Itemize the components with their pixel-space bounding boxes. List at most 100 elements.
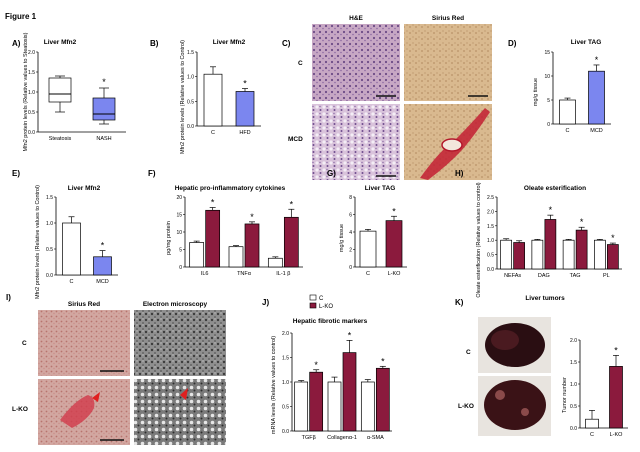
panel-j-y-tick-label: 0.5: [282, 405, 289, 411]
tumor-nodule: [495, 390, 505, 400]
panel-k-row1: C: [466, 349, 471, 356]
panel-b-y-tick-label: 1.5: [187, 50, 194, 56]
electron-microscopy-lko-micrograph: [134, 379, 226, 445]
panel-f-significance-star: *: [211, 198, 215, 208]
panel-k: K) Liver tumors C L-KO Tumor number 0.00…: [455, 295, 628, 438]
panel-k-bar: [585, 418, 599, 429]
panel-g-y-tick-label: 2: [349, 248, 352, 254]
panel-f-x-tick-label: TNFα: [237, 271, 252, 277]
panel-j-bar: [327, 381, 342, 432]
liver-control-lobe: [491, 330, 519, 350]
panel-j-letter: J): [262, 298, 269, 307]
panel-g-y-tick-label: 6: [349, 213, 352, 219]
panel-k-x-tick-label: C: [590, 432, 594, 438]
panel-d-x-tick-label: C: [566, 128, 570, 134]
panel-c-col2: Sirius Red: [432, 15, 464, 22]
liver-lko-photo: [484, 380, 546, 430]
legend-label-c: C: [319, 296, 324, 302]
panel-h-y-tick-label: 1.0: [487, 238, 494, 244]
panel-f-bar: [267, 257, 283, 268]
panel-j-y-tick-label: 0.0: [282, 429, 289, 435]
panel-j-ylabel: mRNA levels (Relative values to control): [271, 336, 277, 434]
panel-d-x-tick-label: MCD: [590, 128, 603, 134]
panel-h-ylabel: Oleate esterification (Relative values t…: [476, 182, 482, 297]
panel-g-x-tick-label: L-KO: [388, 271, 402, 277]
panel-a-x-tick-label: Steatosis: [49, 136, 72, 142]
panel-j-x-tick-label: Collagenα-1: [327, 435, 357, 441]
panel-h-y-tick-label: 2.5: [487, 195, 494, 201]
panel-k-significance-star: *: [614, 345, 618, 355]
panel-a-y-tick-label: 2.0: [28, 50, 35, 56]
panel-i-letter: I): [6, 293, 11, 302]
panel-h-bar: [544, 219, 557, 270]
panel-h: H) Oleate esterification Oleate esterifi…: [455, 169, 622, 298]
legend-label-lko: L-KO: [319, 304, 333, 310]
sirius-red-control-micrograph: [38, 310, 130, 376]
panel-c: C) H&E Sirius Red C MCD: [282, 15, 492, 180]
panel-a-title: Liver Mfn2: [44, 39, 77, 46]
panel-h-bar: [531, 239, 544, 270]
panel-f-chart: 0 5 10 15 20 IL6 TNFα IL-1 β * * *: [176, 195, 303, 277]
panel-j-title: Hepatic fibrotic markers: [293, 318, 368, 325]
panel-k-letter: K): [455, 298, 464, 307]
panel-d: D) Liver TAG mg/g tissue 0 5 10 15 C MCD *: [508, 39, 611, 134]
panel-i-row2: L-KO: [12, 406, 28, 413]
panel-e-ylabel: Mfn2 protein levels (Relative values to …: [35, 185, 41, 299]
legend-swatch-c: [309, 294, 317, 301]
panel-e-y-tick-label: 1.5: [46, 195, 53, 201]
panel-h-y-tick-label: 2.0: [487, 209, 494, 215]
panel-a-box: [92, 97, 116, 121]
panel-f-y-tick-label: 20: [176, 195, 182, 201]
panel-j-y-tick-label: 2.0: [282, 331, 289, 337]
panel-g-ylabel: mg/g tissue: [339, 224, 345, 252]
legend: C L-KO: [309, 294, 333, 310]
panel-d-title: Liver TAG: [571, 39, 602, 46]
panel-b-y-tick-label: 0.0: [187, 124, 194, 130]
panel-h-significance-star: *: [580, 217, 584, 227]
panel-j-x-tick-label: α-SMA: [367, 435, 384, 441]
panel-h-chart: 0.0 0.5 1.0 1.5 2.0 2.5 NEFAs DAG TAG PL * * *: [487, 195, 622, 279]
panel-b-y-tick-label: 0.5: [187, 99, 194, 105]
figure-title: Figure 1: [5, 12, 37, 21]
fibrosis-stain: [60, 395, 95, 428]
panel-e-chart: 0.0 0.5 1.0 1.5 C MCD *: [46, 195, 118, 285]
panel-k-y-tick-label: 1.5: [570, 360, 577, 366]
electron-microscopy-control-micrograph: [134, 310, 226, 376]
panel-j-bar: [294, 381, 309, 432]
panel-k-chart: 0.0 0.5 1.0 1.5 2.0 C L-KO *: [570, 338, 628, 438]
panel-f-y-tick-label: 0: [179, 265, 182, 271]
panel-d-y-tick-label: 5: [547, 98, 550, 104]
panel-c-col1: H&E: [349, 15, 363, 22]
panel-k-title: Liver tumors: [525, 295, 565, 302]
panel-g-bar: [385, 220, 403, 268]
panel-d-y-tick-label: 10: [544, 74, 550, 80]
panel-g-significance-star: *: [392, 206, 396, 216]
panel-b-x-tick-label: C: [211, 130, 215, 136]
panel-f-y-tick-label: 10: [176, 230, 182, 236]
panel-k-y-tick-label: 0.0: [570, 426, 577, 432]
panel-a-y-tick-label: 1.0: [28, 90, 35, 96]
panel-b-title: Liver Mfn2: [213, 39, 246, 46]
panel-j-bar: [375, 367, 390, 432]
panel-h-bar: [562, 239, 575, 270]
panel-a: A) Liver Mfn2 Mfn2 protein levels (Relat…: [12, 32, 126, 151]
panel-h-title: Oleate esterification: [524, 185, 586, 192]
panel-f-bar: [244, 223, 260, 268]
panel-j-significance-star: *: [348, 330, 352, 340]
panel-d-y-tick-label: 0: [547, 122, 550, 128]
panel-e-title: Liver Mfn2: [68, 185, 101, 192]
panel-a-y-tick-label: 0.0: [28, 130, 35, 136]
panel-d-bar: [559, 99, 576, 125]
panel-f-bar: [205, 209, 221, 268]
panel-e-x-tick-label: C: [70, 279, 74, 285]
panel-a-letter: A): [12, 39, 21, 48]
panel-j-bar: [342, 352, 357, 432]
panel-i-col1: Sirius Red: [68, 301, 100, 308]
panel-h-x-tick-label: TAG: [570, 273, 581, 279]
panel-b: B) Liver Mfn2 Mfn2 protein levels (Relat…: [150, 39, 261, 154]
panel-e-y-tick-label: 0.5: [46, 247, 53, 253]
panel-j-bar: [309, 371, 324, 432]
panel-f-x-tick-label: IL-1 β: [276, 271, 290, 277]
panel-e-y-tick-label: 1.0: [46, 221, 53, 227]
panel-f: F) Hepatic pro-inflammatory cytokines pg…: [148, 169, 303, 277]
